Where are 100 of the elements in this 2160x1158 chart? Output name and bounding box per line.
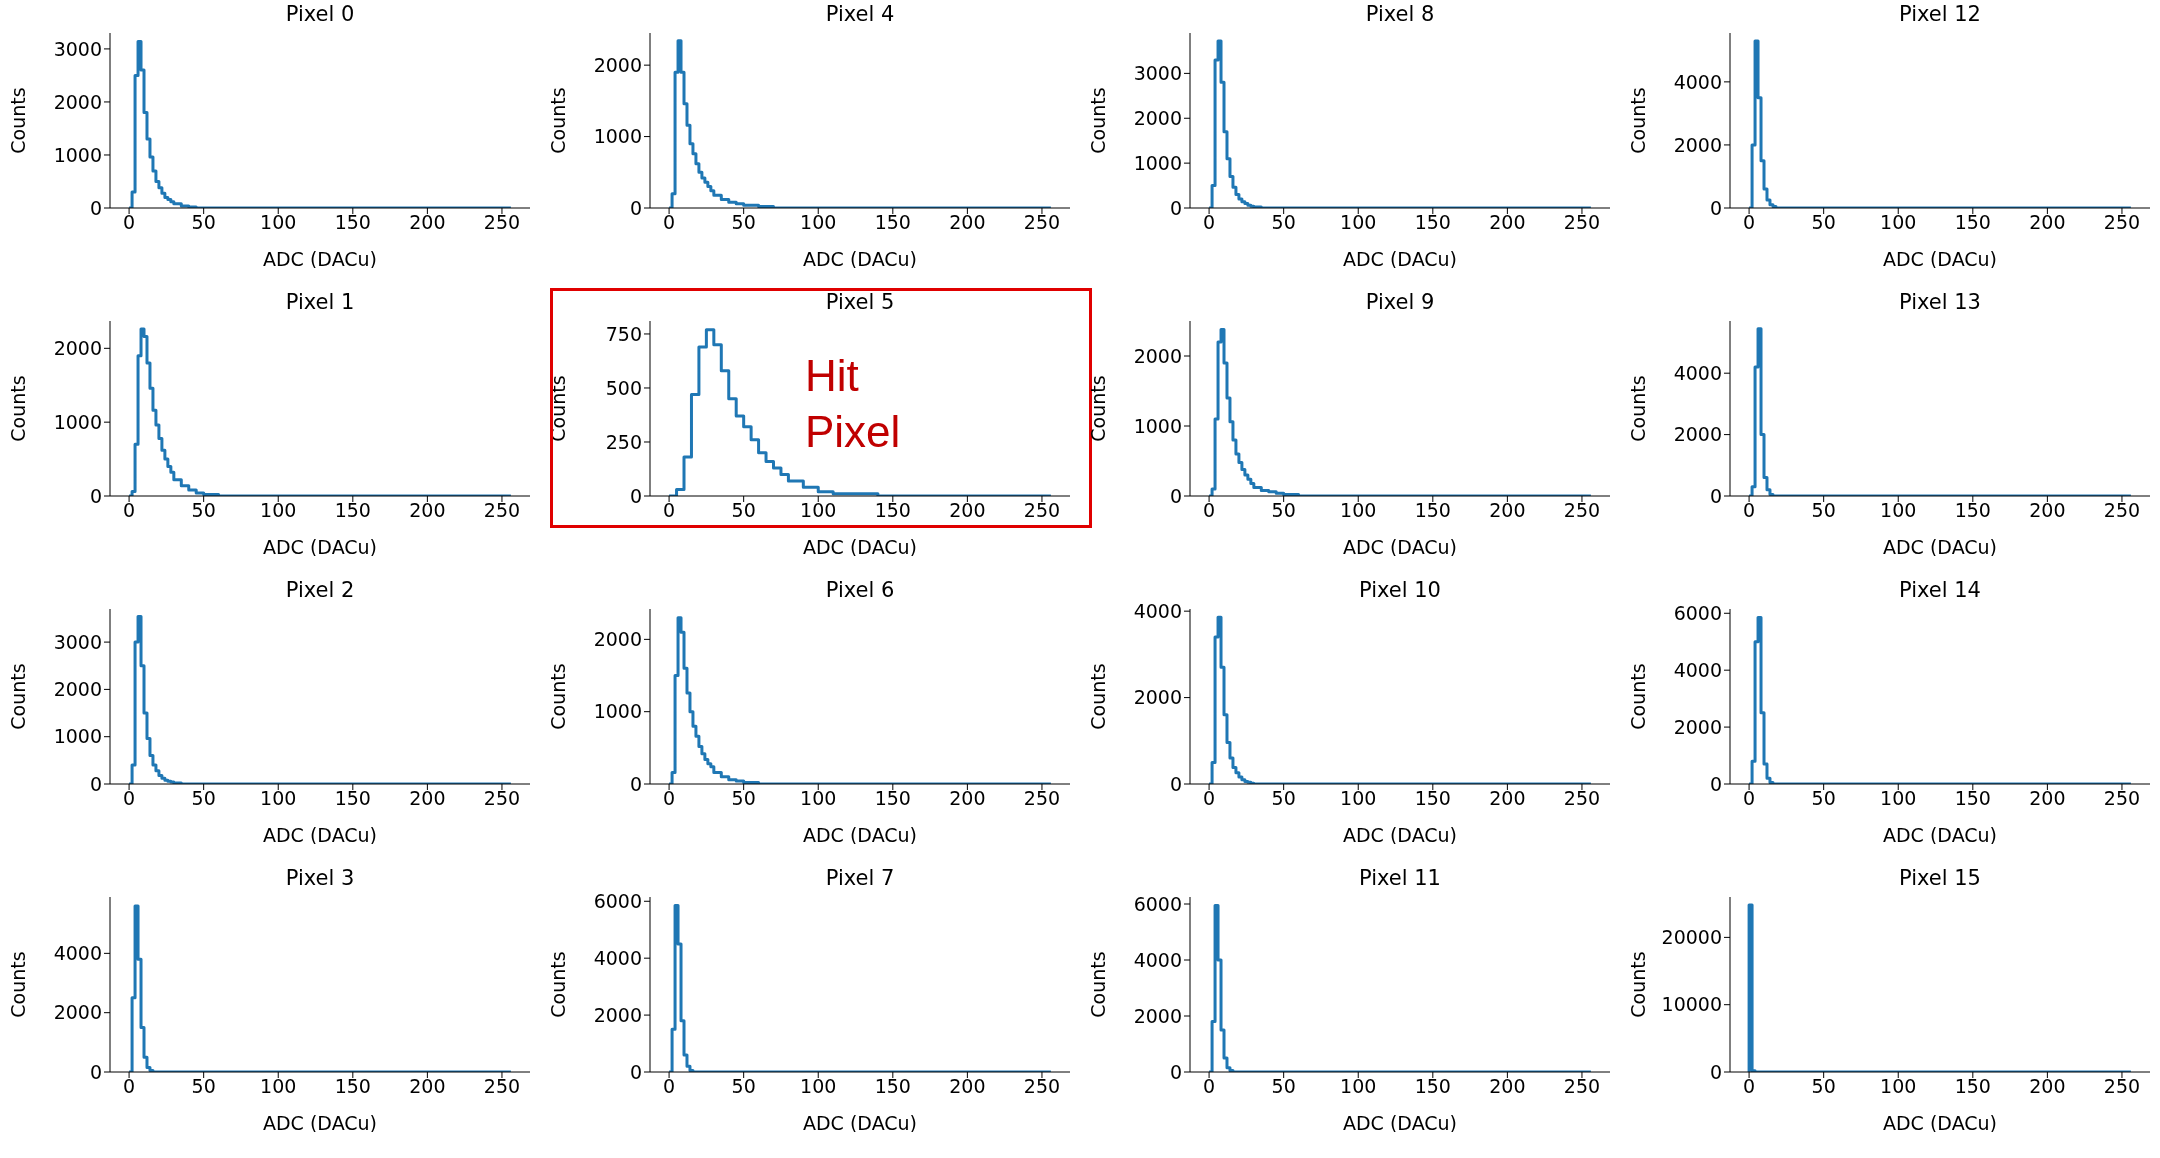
y-tick-label: 0: [1709, 772, 1722, 795]
x-tick-label: 200: [2029, 499, 2066, 522]
chart-title: Pixel 3: [284, 866, 356, 890]
x-tick-label: 150: [874, 787, 911, 810]
x-tick-label: 250: [2103, 211, 2141, 234]
x-tick-label: 250: [1563, 499, 1601, 522]
y-tick-label: 6000: [1673, 602, 1722, 625]
y-tick-label: 10000: [1661, 993, 1722, 1016]
chart-title: Pixel 12: [1898, 2, 1982, 26]
y-tick-label: 2000: [1673, 133, 1722, 156]
x-tick-label: 250: [1023, 1075, 1061, 1098]
y-tick-label: 0: [89, 1060, 102, 1083]
x-tick-label: 200: [2029, 787, 2066, 810]
x-tick-label: 150: [1414, 1075, 1451, 1098]
y-axis-title: Counts: [6, 951, 29, 1018]
x-tick-label: 50: [1271, 499, 1296, 522]
x-tick-label: 200: [1489, 1075, 1526, 1098]
x-tick-label: 250: [1563, 1075, 1601, 1098]
chart-title: Pixel 10: [1358, 578, 1442, 602]
y-tick-label: 0: [629, 772, 642, 795]
chart-title: Pixel 2: [284, 578, 356, 602]
y-tick-label: 2000: [1673, 715, 1722, 738]
x-tick-label: 0: [1203, 211, 1216, 234]
chart-title: Pixel 7: [824, 866, 896, 890]
x-tick-label: 50: [731, 499, 756, 522]
y-tick-label: 250: [605, 430, 642, 453]
x-tick-label: 0: [1743, 211, 1756, 234]
x-tick-label: 50: [191, 787, 216, 810]
x-axis-title: ADC (DACu): [1882, 1112, 1998, 1134]
y-tick-label: 4000: [593, 946, 642, 969]
y-tick-label: 500: [605, 376, 642, 399]
x-tick-label: 250: [1023, 787, 1061, 810]
x-tick-label: 200: [409, 499, 446, 522]
x-tick-label: 0: [123, 1075, 136, 1098]
x-axis-title: ADC (DACu): [802, 248, 918, 270]
x-tick-label: 50: [731, 211, 756, 234]
y-tick-label: 4000: [1673, 361, 1722, 384]
x-tick-label: 50: [1811, 787, 1836, 810]
y-tick-label: 1000: [53, 410, 102, 433]
y-tick-label: 3000: [53, 630, 102, 653]
annotation: Hit Pixel: [805, 350, 901, 458]
y-axis-title: Counts: [1086, 87, 1109, 154]
chart-title: Pixel 14: [1898, 578, 1982, 602]
y-tick-label: 0: [1709, 1060, 1722, 1083]
x-tick-label: 200: [949, 787, 986, 810]
x-axis-title: ADC (DACu): [1342, 1112, 1458, 1134]
x-tick-label: 150: [1414, 787, 1451, 810]
x-tick-label: 100: [260, 499, 297, 522]
y-tick-label: 2000: [53, 90, 102, 113]
x-tick-label: 0: [1743, 499, 1756, 522]
y-tick-label: 1000: [593, 125, 642, 148]
y-tick-label: 3000: [1133, 62, 1182, 85]
x-tick-label: 250: [483, 787, 521, 810]
y-tick-label: 0: [629, 1060, 642, 1083]
x-tick-label: 0: [1743, 1075, 1756, 1098]
x-tick-label: 0: [123, 499, 136, 522]
x-tick-label: 100: [1880, 1075, 1917, 1098]
x-tick-label: 0: [663, 787, 676, 810]
x-axis-title: ADC (DACu): [1342, 248, 1458, 270]
x-tick-label: 0: [123, 787, 136, 810]
y-axis-title: Counts: [1086, 375, 1109, 442]
x-tick-label: 50: [1271, 1075, 1296, 1098]
x-tick-label: 50: [1271, 211, 1296, 234]
x-tick-label: 200: [949, 499, 986, 522]
x-tick-label: 50: [191, 211, 216, 234]
x-tick-label: 50: [1811, 499, 1836, 522]
y-tick-label: 750: [605, 322, 642, 345]
x-tick-label: 150: [1414, 211, 1451, 234]
x-tick-label: 0: [1743, 787, 1756, 810]
y-axis-title: Counts: [1086, 663, 1109, 730]
x-tick-label: 150: [334, 1075, 371, 1098]
x-tick-label: 50: [731, 787, 756, 810]
x-tick-label: 200: [1489, 787, 1526, 810]
x-tick-label: 0: [1203, 499, 1216, 522]
chart-title: Pixel 4: [824, 2, 896, 26]
x-tick-label: 150: [874, 1075, 911, 1098]
y-axis-title: Counts: [6, 663, 29, 730]
x-tick-label: 150: [1954, 499, 1991, 522]
chart-title: Pixel 1: [284, 290, 356, 314]
y-tick-label: 1000: [1133, 414, 1182, 437]
x-tick-label: 100: [800, 787, 837, 810]
y-axis-title: Counts: [6, 375, 29, 442]
x-tick-label: 150: [874, 211, 911, 234]
x-tick-label: 150: [874, 499, 911, 522]
x-tick-label: 150: [1414, 499, 1451, 522]
x-tick-label: 250: [1563, 211, 1601, 234]
y-tick-label: 6000: [1133, 892, 1182, 915]
y-tick-label: 2000: [53, 678, 102, 701]
chart-title: Pixel 8: [1364, 2, 1436, 26]
x-tick-label: 250: [483, 1075, 521, 1098]
x-axis-title: ADC (DACu): [802, 824, 918, 846]
x-tick-label: 250: [1023, 499, 1061, 522]
x-tick-label: 200: [2029, 211, 2066, 234]
y-tick-label: 6000: [593, 890, 642, 913]
x-tick-label: 250: [2103, 1075, 2141, 1098]
y-tick-label: 0: [1169, 196, 1182, 219]
x-tick-label: 150: [1954, 1075, 1991, 1098]
y-tick-label: 0: [89, 196, 102, 219]
y-tick-label: 2000: [1673, 423, 1722, 446]
x-tick-label: 0: [123, 211, 136, 234]
